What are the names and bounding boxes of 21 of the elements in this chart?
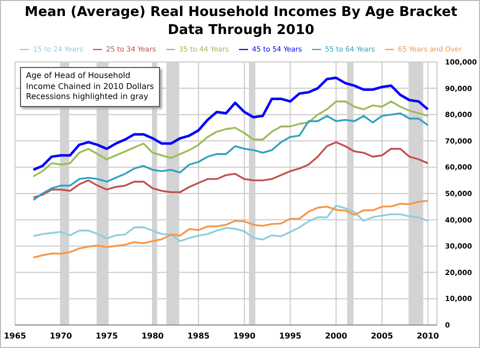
x-tick-label: 1970 bbox=[50, 332, 72, 341]
x-tick-label: 1995 bbox=[279, 332, 302, 341]
note-box: Age of Head of Household Income Chained in 2010 Dollars Recessions highlighted in gray bbox=[20, 67, 160, 106]
x-tick-label: 1980 bbox=[141, 332, 164, 341]
line-series bbox=[32, 100, 429, 178]
chart-subtitle: Data Through 2010 bbox=[166, 21, 316, 39]
line-series bbox=[32, 141, 429, 198]
line-series bbox=[32, 204, 429, 242]
x-tick-label: 1965 bbox=[4, 332, 27, 341]
x-tick-label: 2005 bbox=[370, 332, 394, 341]
x-tick-label: 2000 bbox=[324, 332, 348, 341]
annotation: Age of Head of Household bbox=[26, 71, 132, 82]
annotation: Recessions highlighted in gray bbox=[26, 92, 150, 102]
x-tick-label: 1985 bbox=[187, 332, 210, 341]
annotation: Income Chained in 2010 Dollars bbox=[26, 82, 154, 92]
line-series bbox=[32, 112, 429, 201]
x-tick-label: 1975 bbox=[96, 332, 118, 341]
x-tick-label: 1990 bbox=[233, 332, 256, 341]
line-series bbox=[32, 200, 429, 259]
x-tick-label: 2010 bbox=[416, 332, 440, 341]
chart-title: Mean (Average) Real Household Incomes By Age Bracket bbox=[24, 3, 458, 21]
